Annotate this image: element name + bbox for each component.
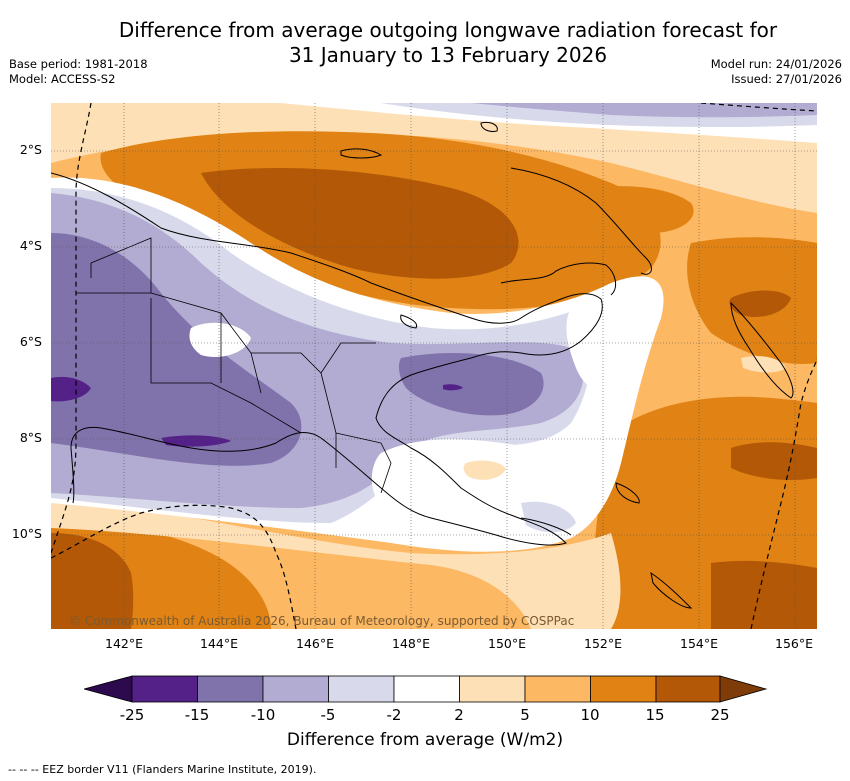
colorbar-segment	[524, 675, 591, 703]
anomaly-map	[51, 103, 817, 629]
north-purple-band-2	[471, 103, 817, 118]
east-light-patch	[741, 356, 786, 373]
colorbar-segment	[197, 675, 264, 703]
white-patch-east	[566, 281, 655, 394]
coastlines	[51, 122, 794, 609]
copyright-notice: © Commonwealth of Australia 2026, Bureau…	[69, 614, 575, 628]
colorbar-tick-label: 15	[645, 706, 665, 724]
colorbar-tick-label: -5	[320, 706, 336, 724]
colorbar-tick-label: 25	[710, 706, 730, 724]
bougainville-coast	[730, 301, 794, 399]
colorbar-segment	[655, 675, 721, 703]
issued-text: Issued: 27/01/2026	[731, 72, 842, 86]
colorbar-title: Difference from average (W/m2)	[286, 730, 564, 750]
north-island-small	[480, 122, 498, 132]
negative-dark-purple-2	[398, 353, 544, 416]
y-tick-label: 2°S	[19, 142, 42, 157]
base-period-text: Base period: 1981-2018	[9, 57, 148, 71]
x-tick-label: 156°E	[774, 636, 814, 651]
y-tick-label: 6°S	[19, 334, 42, 349]
colorbar-below-triangle	[82, 675, 133, 703]
y-tick-label: 8°S	[19, 430, 42, 445]
colorbar-above-triangle	[719, 675, 768, 703]
x-tick-label: 144°E	[199, 636, 239, 651]
colorbar-segment	[262, 675, 329, 703]
province-borders	[76, 237, 392, 494]
colorbar-segment	[590, 675, 657, 703]
x-tick-label: 148°E	[391, 636, 431, 651]
colorbar-segment	[393, 675, 460, 703]
negative-deep-2	[161, 435, 231, 447]
colorbar-tick-label: -2	[386, 706, 402, 724]
map-title: Difference from average outgoing longwav…	[46, 18, 850, 68]
solomon-island-1	[615, 482, 640, 504]
y-tick-label: 4°S	[19, 238, 42, 253]
x-tick-label: 142°E	[104, 636, 144, 651]
negative-deep-1	[51, 376, 91, 402]
light-purple-patch-east	[521, 501, 576, 533]
model-run-text: Model run: 24/01/2026	[710, 57, 842, 71]
trobriand-island	[400, 314, 418, 329]
southeast-brown-2	[711, 560, 817, 629]
meta-left: Base period: 1981-2018 Model: ACCESS-S2	[9, 57, 148, 87]
x-tick-label: 154°E	[679, 636, 719, 651]
negative-deep-3	[443, 384, 463, 391]
title-line-2: 31 January to 13 February 2026	[288, 43, 608, 67]
colorbar-segment	[328, 675, 395, 703]
colorbar-tick-label: -10	[250, 706, 276, 724]
colorbar-tick-label: -15	[184, 706, 210, 724]
colorbar-segment	[459, 675, 526, 703]
southeast-brown-1	[731, 442, 817, 480]
eez-footnote: -- -- -- EEZ border V11 (Flanders Marine…	[8, 763, 317, 776]
eez-border	[51, 103, 817, 629]
x-tick-label: 146°E	[295, 636, 335, 651]
light-orange-patch-center	[463, 460, 506, 480]
solomon-island-2	[650, 571, 693, 609]
colorbar-tick-label: 10	[580, 706, 600, 724]
meta-right: Model run: 24/01/2026 Issued: 27/01/2026	[711, 57, 842, 87]
new-guinea-coast	[51, 172, 603, 546]
colorbar-segment	[131, 675, 198, 703]
manus-coast	[340, 148, 383, 159]
colorbar-tick-label: -25	[119, 706, 145, 724]
new-ireland-coast	[510, 167, 652, 275]
model-text: Model: ACCESS-S2	[9, 72, 116, 86]
south-light-band	[51, 498, 621, 629]
east-brown-patch	[729, 290, 791, 318]
negative-dark-purple	[51, 233, 302, 466]
y-tick-label: 10°S	[11, 526, 42, 541]
louisiade-island	[520, 517, 572, 536]
white-patch-highlands	[189, 322, 251, 358]
colorbar-tick-label: 5	[520, 706, 530, 724]
x-tick-label: 152°E	[583, 636, 623, 651]
x-tick-label: 150°E	[487, 636, 527, 651]
colorbar	[82, 674, 768, 708]
east-orange-patch-1	[591, 186, 694, 233]
new-britain-coast	[500, 262, 617, 296]
title-line-1: Difference from average outgoing longwav…	[118, 18, 778, 42]
colorbar-tick-label: 2	[454, 706, 464, 724]
southwest-brown	[51, 533, 134, 629]
north-light-band	[51, 103, 817, 213]
gridlines	[51, 103, 817, 629]
north-brown-core	[201, 168, 519, 279]
